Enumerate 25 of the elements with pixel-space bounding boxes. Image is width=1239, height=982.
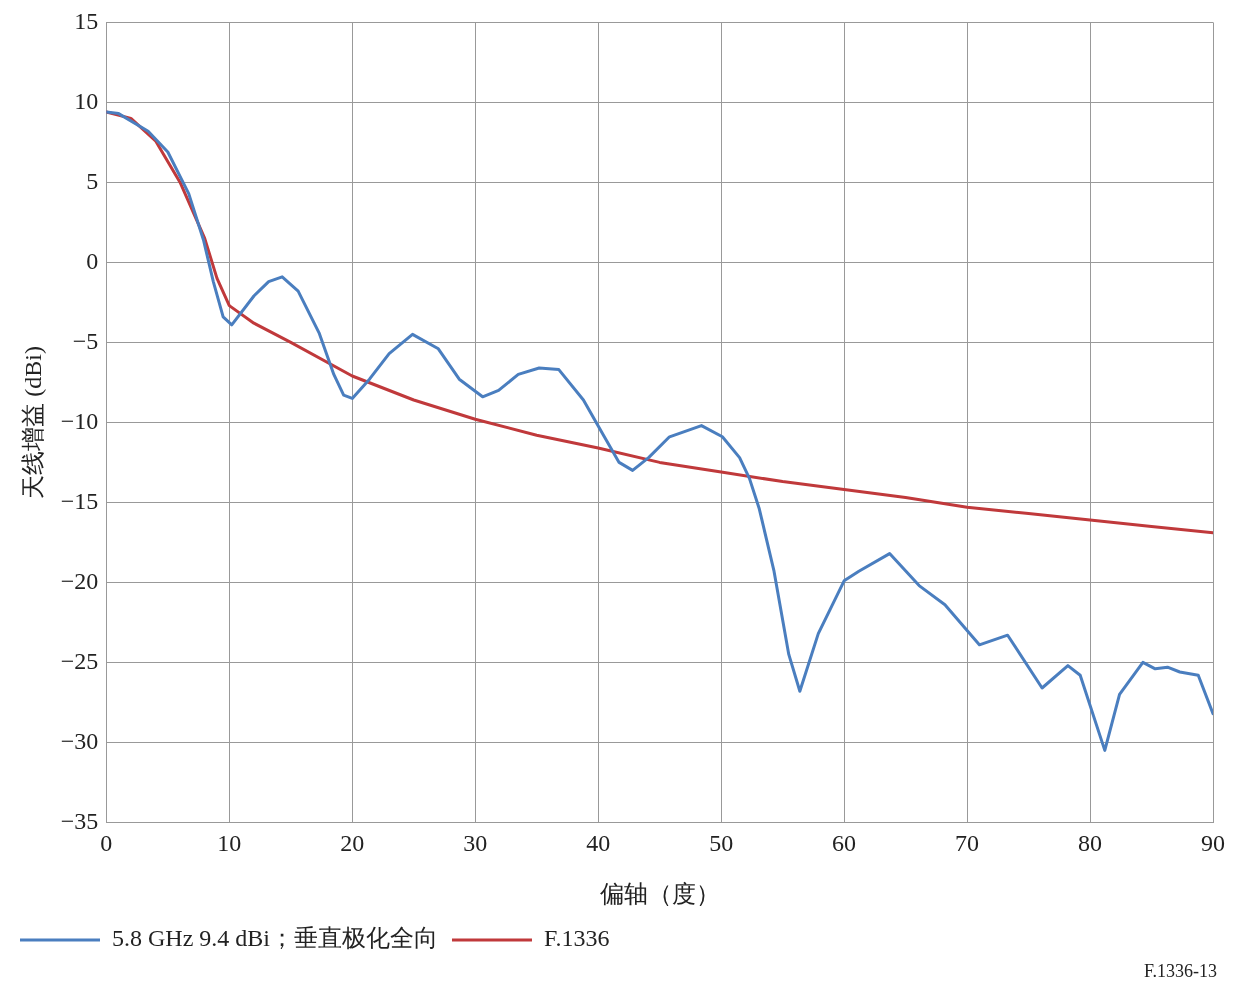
y-tick-label: 5 [86,167,99,194]
text: F.1336-13 [1143,961,1217,982]
x-tick-label: 30 [463,830,488,857]
legend-label: 5.8 GHz 9.4 dBi；垂直极化全向 [112,925,438,952]
y-tick-label: −30 [60,727,99,754]
x-tick-label: 10 [217,830,242,857]
y-tick-label: −15 [60,487,99,514]
y-axis-title: 天线增益 (dBi) [19,346,46,499]
y-tick-label: −5 [72,327,99,354]
x-tick-label: 80 [1078,830,1103,857]
x-tick-label: 20 [340,830,365,857]
legend-label: F.1336 [543,925,610,952]
y-tick-label: 10 [74,87,99,114]
y-tick-label: −20 [60,567,99,594]
y-tick-label: −10 [60,407,99,434]
x-tick-label: 70 [955,830,980,857]
y-tick-label: −35 [60,807,99,834]
y-tick-label: 0 [86,247,99,274]
x-tick-label: 90 [1201,830,1225,857]
x-axis-title: 偏轴（度） [599,880,720,907]
x-tick-label: 60 [832,830,857,857]
y-tick-label: 15 [74,7,99,34]
y-tick-label: −25 [60,647,99,674]
x-tick-label: 40 [586,830,611,857]
x-tick-label: 50 [709,830,734,857]
